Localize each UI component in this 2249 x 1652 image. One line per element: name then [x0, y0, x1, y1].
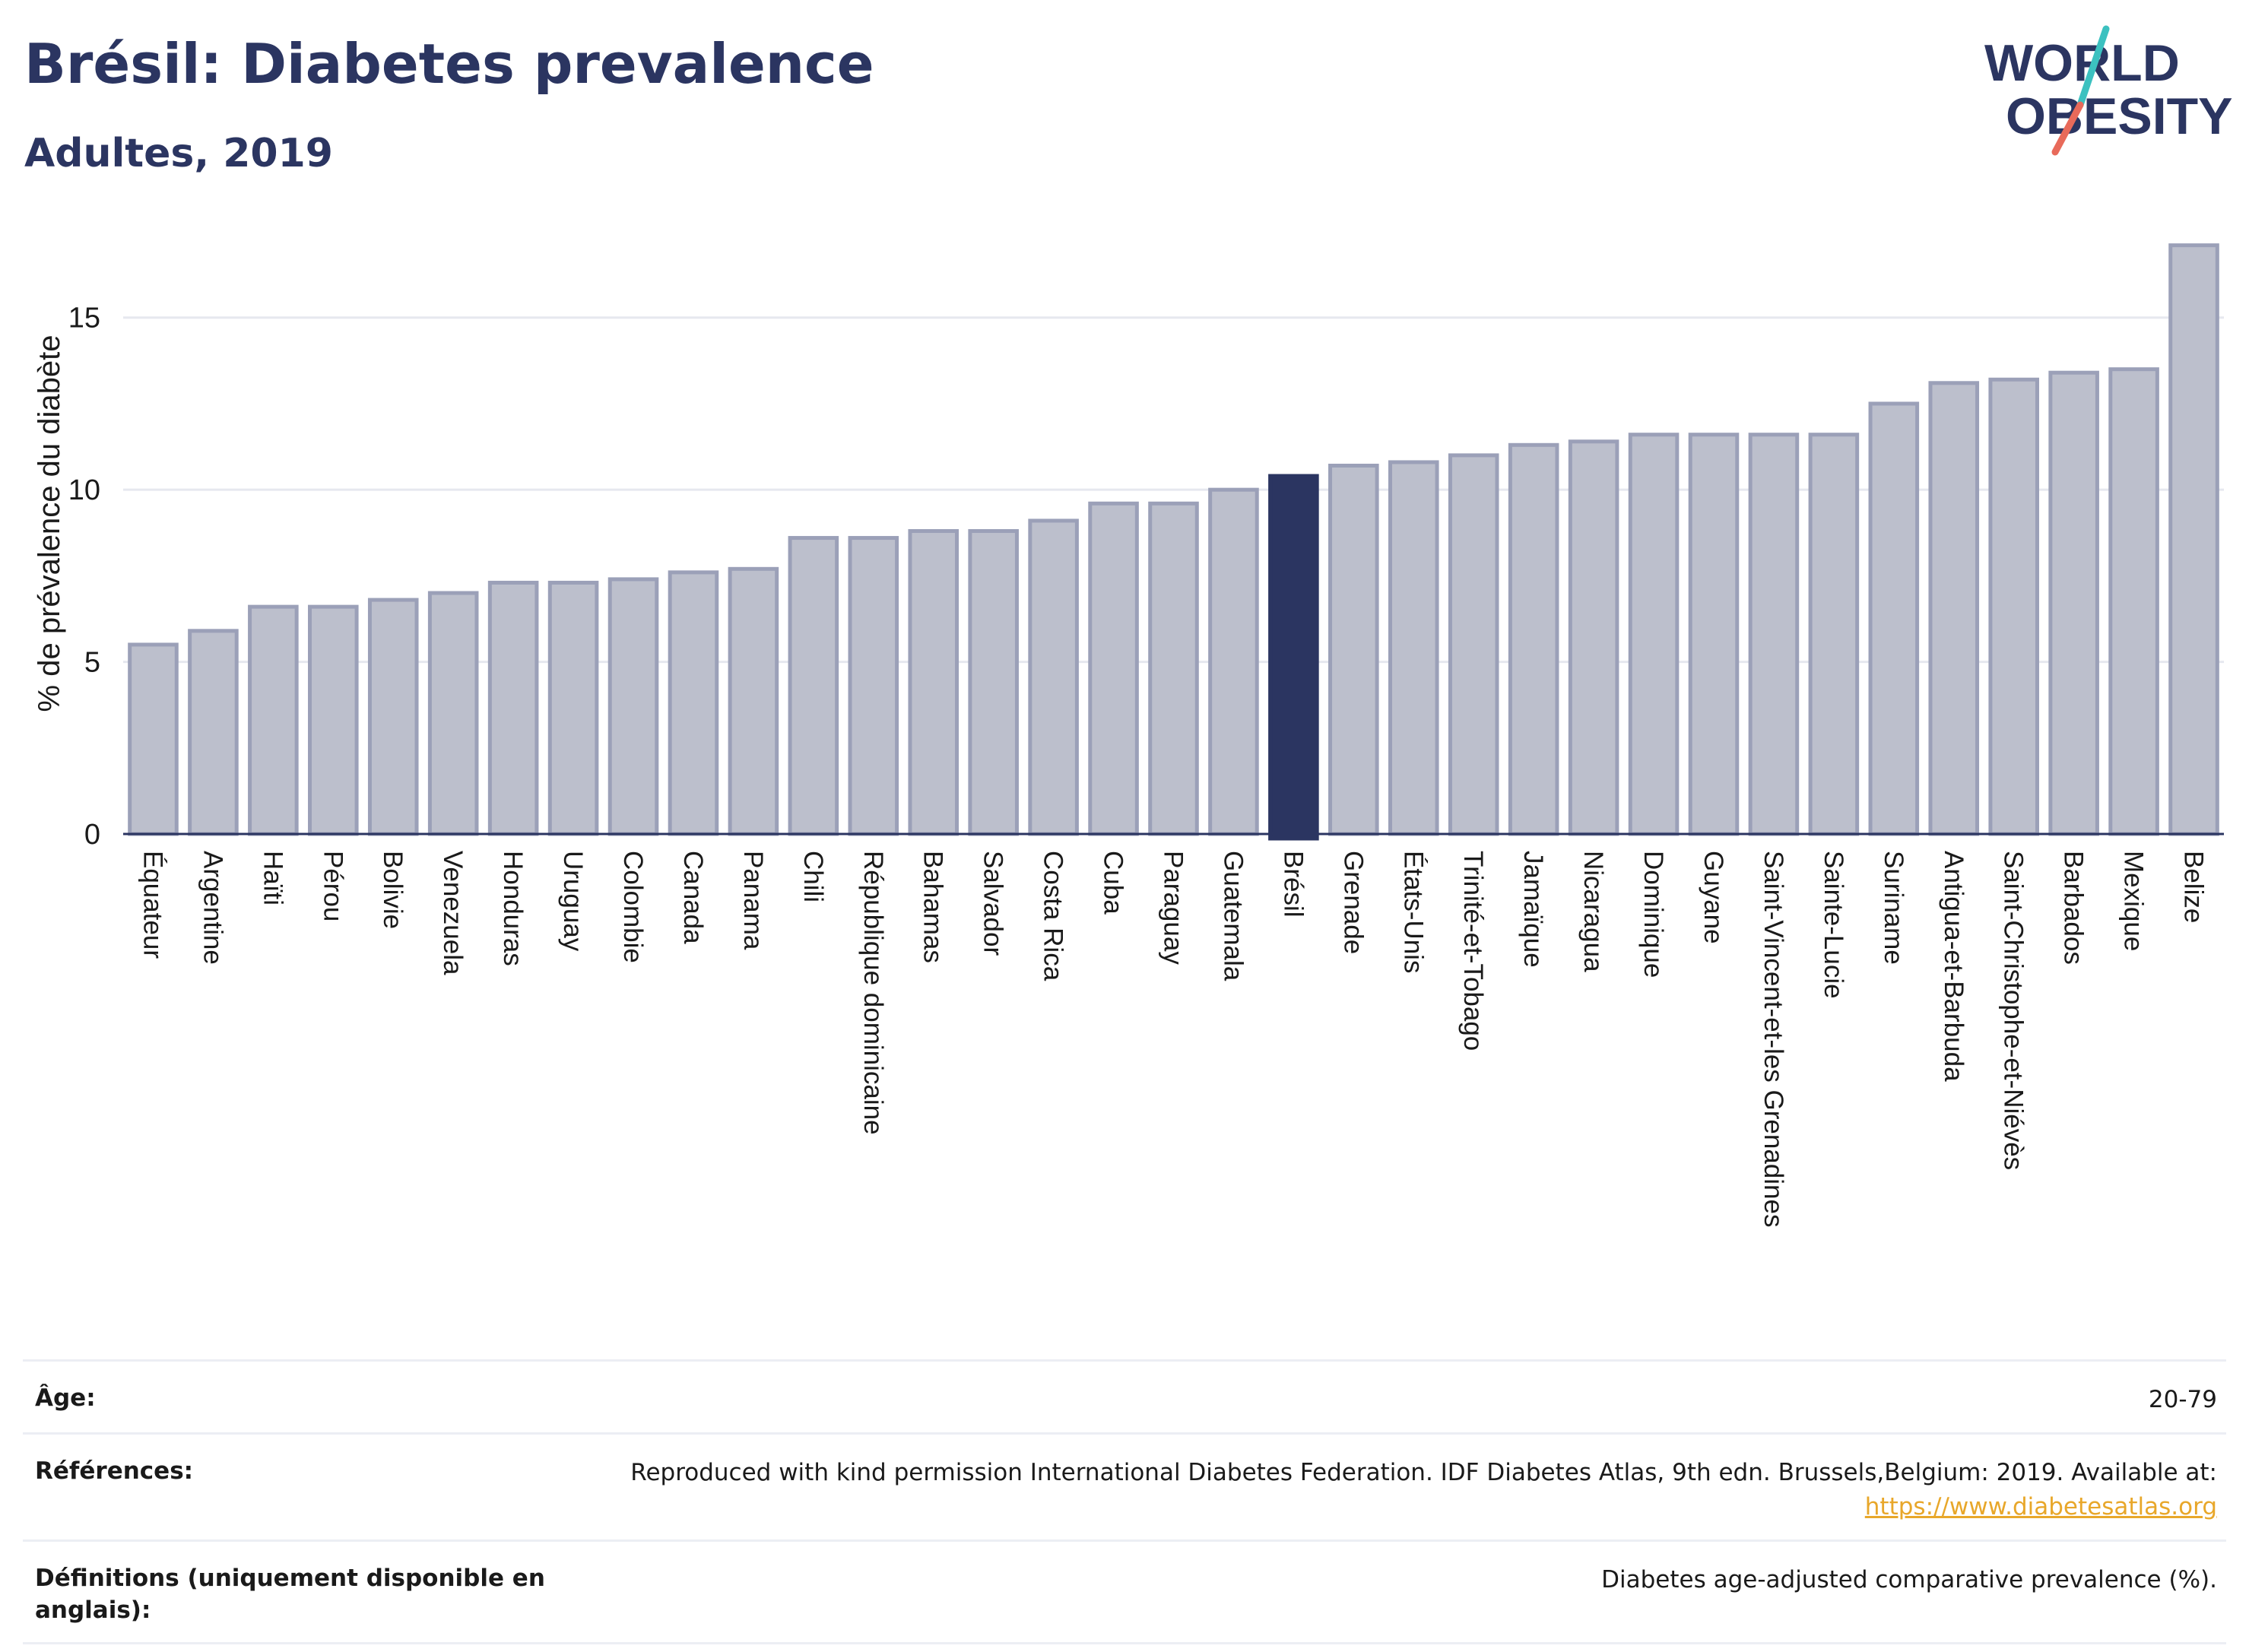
age-label: Âge: — [35, 1384, 96, 1412]
bar — [1808, 433, 1860, 836]
x-tick-label: Saint-Christophe-et-Niévès — [1999, 851, 2029, 1170]
x-tick-label: Sainte-Lucie — [1819, 851, 1848, 999]
bar — [1628, 433, 1680, 836]
bar — [1568, 439, 1619, 836]
bar — [668, 570, 719, 836]
definitions-value: Diabetes age-adjusted comparative preval… — [1601, 1565, 2217, 1593]
bar — [487, 580, 539, 836]
x-tick-label: Équateur — [138, 851, 167, 959]
bar — [848, 536, 899, 836]
x-tick-label: États-Unis — [1398, 851, 1428, 973]
bar — [1508, 442, 1559, 836]
x-tick-label: Guatemala — [1218, 851, 1248, 981]
bar — [2168, 243, 2219, 836]
bar — [728, 566, 779, 836]
age-value: 20-79 — [2148, 1386, 2217, 1413]
x-tick-label: Canada — [678, 851, 708, 944]
y-tick-label: 10 — [68, 474, 100, 506]
x-tick-label: Jamaïque — [1518, 851, 1548, 968]
x-tick-label: Costa Rica — [1039, 851, 1068, 981]
x-tick-label: Cuba — [1099, 851, 1128, 915]
x-tick-label: Dominique — [1638, 851, 1668, 978]
logo-slash-teal — [2076, 25, 2110, 109]
bar — [1688, 433, 1740, 836]
chart-title: Brésil: Diabetes prevalence — [24, 32, 874, 96]
bar — [968, 529, 1019, 836]
x-tick-label: Brésil — [1278, 851, 1308, 918]
bar — [188, 629, 239, 836]
bar — [1928, 381, 1980, 836]
x-tick-label: Bolivie — [378, 851, 408, 929]
bar — [1028, 518, 1079, 836]
y-tick-label: 15 — [68, 303, 100, 335]
bar — [607, 577, 659, 836]
bar — [1148, 501, 1199, 836]
x-tick-label: Barbados — [2059, 851, 2089, 965]
info-row-age: Âge: 20-79 — [23, 1359, 2226, 1432]
logo-word-world: WORLD — [1984, 34, 2180, 92]
bar — [547, 580, 599, 836]
x-tick-label: Belize — [2179, 851, 2209, 923]
bar — [1448, 453, 1499, 836]
x-tick-label: République dominicaine — [858, 851, 888, 1135]
bar — [248, 604, 299, 836]
x-tick-label: Honduras — [498, 851, 528, 966]
bar — [1328, 463, 1379, 836]
x-tick-label: Trinité-et-Tobago — [1458, 851, 1488, 1051]
x-tick-label: Panama — [738, 851, 768, 950]
bar — [1868, 401, 1920, 836]
references-text: Reproduced with kind permission Internat… — [630, 1458, 2217, 1486]
bar — [2048, 370, 2099, 836]
references-label: Références: — [35, 1457, 194, 1485]
bar — [1208, 487, 1259, 836]
x-tick-label: Pérou — [318, 851, 347, 921]
info-row-definitions: Définitions (uniquement disponible en an… — [23, 1539, 2226, 1644]
x-tick-label: Guyane — [1699, 851, 1728, 944]
x-tick-label: Colombie — [618, 851, 648, 963]
bar-chart: 0 5 10 15 Équateur Argentine Haïti Pérou Bolivie… — [33, 243, 2224, 1227]
x-tick-label: Argentine — [198, 851, 227, 965]
world-obesity-logo: WORLD OBESITY — [1984, 25, 2233, 156]
bar — [1988, 377, 2039, 836]
bar — [2108, 367, 2159, 836]
x-tick-label: Venezuela — [438, 851, 468, 975]
y-tick-label: 5 — [84, 647, 100, 679]
references-value: Reproduced with kind permission Internat… — [630, 1456, 2217, 1524]
x-tick-label: Mexique — [2119, 851, 2149, 951]
bar — [1748, 433, 1800, 836]
x-tick-label: Suriname — [1879, 851, 1908, 965]
bar — [367, 598, 419, 836]
x-tick-label: Grenade — [1338, 851, 1368, 954]
bar — [1088, 501, 1139, 836]
bar — [908, 529, 960, 836]
bar — [427, 591, 479, 836]
y-tick-label: 0 — [84, 819, 100, 851]
bar — [308, 604, 359, 836]
references-link[interactable]: https://www.diabetesatlas.org — [1864, 1492, 2217, 1520]
bar-highlight — [1268, 474, 1319, 841]
logo-word-obesity: OBESITY — [2006, 87, 2233, 145]
x-tick-label: Chili — [798, 851, 828, 902]
x-tick-label: Bahamas — [918, 851, 948, 963]
x-tick-label: Haïti — [258, 851, 287, 905]
definitions-label: Définitions (uniquement disponible en an… — [35, 1564, 545, 1624]
info-table: Âge: 20-79 Références: Reproduced with k… — [23, 1359, 2226, 1644]
x-tick-label: Antigua-et-Barbuda — [1939, 851, 1968, 1082]
chart-subtitle: Adultes, 2019 — [24, 131, 333, 176]
x-tick-label: Nicaragua — [1578, 851, 1608, 972]
bar — [788, 536, 839, 836]
bar — [128, 642, 179, 836]
x-tick-label: Uruguay — [558, 851, 588, 952]
x-tick-label: Salvador — [979, 851, 1008, 956]
x-tick-label: Paraguay — [1159, 851, 1188, 965]
info-row-references: Références: Reproduced with kind permiss… — [23, 1432, 2226, 1539]
x-tick-label: Saint-Vincent-et-les Grenadines — [1759, 851, 1788, 1227]
logo-slash-coral — [2051, 101, 2084, 156]
y-axis-title: % de prévalence du diabète — [33, 335, 66, 712]
bar — [1388, 460, 1439, 836]
